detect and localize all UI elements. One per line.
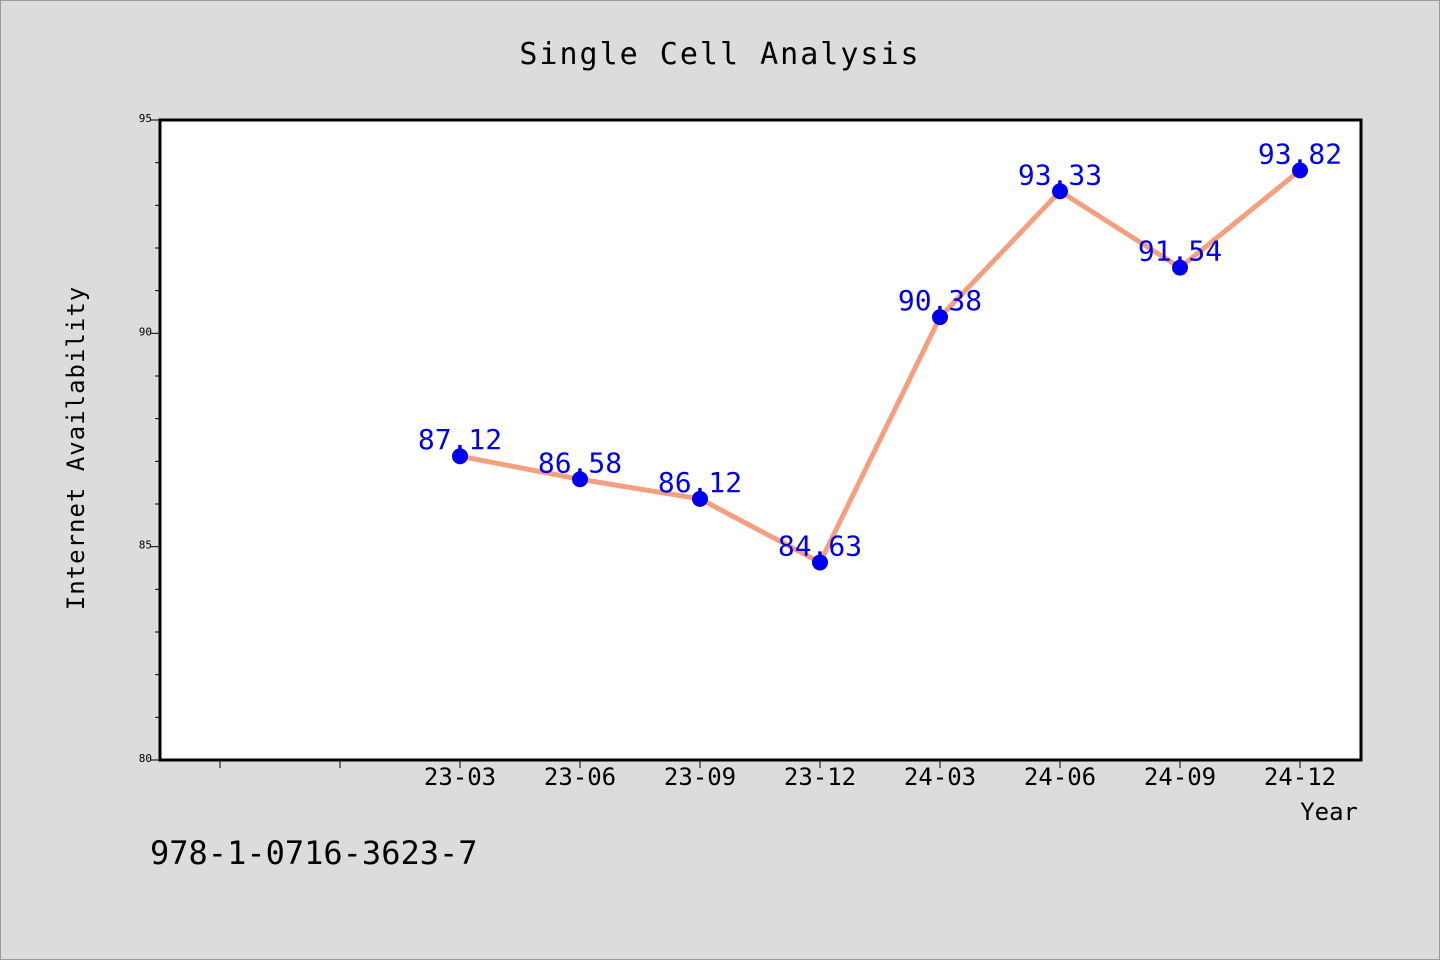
y-axis: 80 85 90 95 [139,112,160,765]
x-tick-label: 24-09 [1144,763,1216,791]
x-tick-label: 24-12 [1264,763,1336,791]
plot-area [158,118,1363,762]
y-tick-label: 80 [139,752,152,765]
data-point [1172,259,1188,276]
x-tick-label: 23-03 [424,763,496,791]
y-tick-label: 95 [139,112,152,125]
isbn-annotation: 978-1-0716-3623-7 [150,834,478,872]
data-label: 84.63 [778,529,862,562]
data-label: 86.12 [658,466,742,499]
y-axis-label: Internet Availability [62,286,90,610]
data-point [812,554,828,571]
x-axis: 23-03 23-06 23-09 23-12 24-03 24-06 24-09 24-12 [219,760,1336,791]
y-tick-label: 85 [139,539,152,552]
data-label: 93.33 [1018,158,1102,191]
data-point [572,471,588,488]
data-point [692,490,708,507]
x-tick-label: 24-06 [1024,763,1096,791]
series-line: 87.12 86.58 86.12 84.63 90.38 93.33 91.54 93.82 [418,137,1342,571]
data-label: 91.54 [1138,235,1222,268]
x-tick-label: 24-03 [904,763,976,791]
data-label: 86.58 [538,446,622,479]
series-polyline [459,168,1302,565]
x-axis-label: Year [1300,798,1358,826]
data-point [452,448,468,465]
data-label: 93.82 [1258,137,1342,170]
y-tick-label: 90 [139,325,152,338]
x-tick-label: 23-09 [664,763,736,791]
x-tick-label: 23-06 [544,763,616,791]
data-label: 90.38 [898,284,982,317]
data-point [1292,162,1308,179]
data-label: 87.12 [418,423,502,456]
x-tick-label: 23-12 [784,763,856,791]
data-point [1052,183,1068,200]
chart-title: Single Cell Analysis [519,37,920,72]
data-point [932,309,948,326]
